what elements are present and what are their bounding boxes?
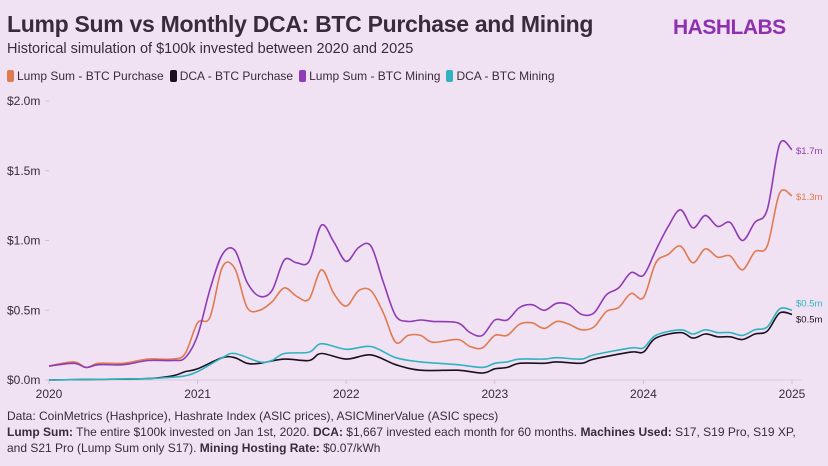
- lump-text: The entire $100k invested on Jan 1st, 20…: [73, 425, 313, 439]
- legend: Lump Sum - BTC Purchase DCA - BTC Purcha…: [7, 69, 555, 83]
- hosting-label: Mining Hosting Rate:: [199, 441, 320, 455]
- legend-swatch: [7, 70, 14, 82]
- methodology-note: Lump Sum: The entire $100k invested on J…: [7, 424, 817, 456]
- series-line-lump-sum-btc-purchase: [48, 189, 793, 369]
- legend-item-lump-purchase: Lump Sum - BTC Purchase: [7, 69, 164, 83]
- hosting-text: $0.07/kWh: [319, 441, 381, 455]
- end-label-lump-sum-btc-mining: $1.7m: [796, 146, 822, 157]
- legend-label: DCA - BTC Purchase: [179, 69, 294, 83]
- chart-title: Lump Sum vs Monthly DCA: BTC Purchase an…: [7, 11, 594, 37]
- series-line-dca-btc-mining: [48, 307, 793, 381]
- legend-label: Lump Sum - BTC Purchase: [17, 69, 164, 83]
- end-label-dca-btc-mining: $0.5m: [796, 298, 822, 309]
- legend-label: DCA - BTC Mining: [456, 69, 555, 83]
- lump-label: Lump Sum:: [7, 425, 73, 439]
- y-tick-label: $1.0m: [7, 234, 40, 248]
- dca-label: DCA:: [312, 425, 343, 439]
- x-tick-label: 2024: [630, 387, 657, 401]
- legend-item-dca-mining: DCA - BTC Mining: [446, 69, 555, 83]
- y-tick-label: $0.0m: [7, 373, 40, 387]
- x-tick-label: 2023: [481, 387, 508, 401]
- legend-swatch: [299, 70, 307, 82]
- dca-text: $1,667 invested each month for 60 months…: [342, 425, 581, 439]
- y-tick-label: $1.5m: [7, 164, 40, 178]
- hashlabs-logo: HASHLABS: [673, 16, 786, 39]
- series-line-lump-sum-btc-mining: [48, 139, 793, 369]
- x-tick-label: 2022: [333, 387, 360, 401]
- legend-swatch: [169, 70, 177, 82]
- legend-swatch: [446, 70, 454, 82]
- legend-item-lump-mining: Lump Sum - BTC Mining: [299, 69, 440, 83]
- machines-text: S17, S19 Pro, S19 XP, and S21 Pro (Lump …: [7, 425, 796, 455]
- y-tick-label: $2.0m: [7, 94, 40, 108]
- end-label-dca-btc-purchase: $0.5m: [796, 314, 822, 325]
- end-label-lump-sum-btc-purchase: $1.3m: [796, 192, 822, 203]
- legend-label: Lump Sum - BTC Mining: [309, 69, 441, 83]
- chart-subtitle: Historical simulation of $100k invested …: [7, 41, 414, 57]
- data-source-note: Data: CoinMetrics (Hashprice), Hashrate …: [7, 409, 499, 423]
- y-tick-label: $0.5m: [7, 303, 40, 317]
- footnote: Data: CoinMetrics (Hashprice), Hashrate …: [7, 408, 817, 456]
- machines-label: Machines Used:: [580, 425, 672, 439]
- x-tick-label: 2020: [36, 387, 63, 401]
- x-tick-label: 2021: [184, 387, 211, 401]
- legend-item-dca-purchase: DCA - BTC Purchase: [169, 69, 294, 83]
- x-tick-label: 2025: [779, 387, 806, 401]
- series-line-dca-btc-purchase: [48, 311, 793, 381]
